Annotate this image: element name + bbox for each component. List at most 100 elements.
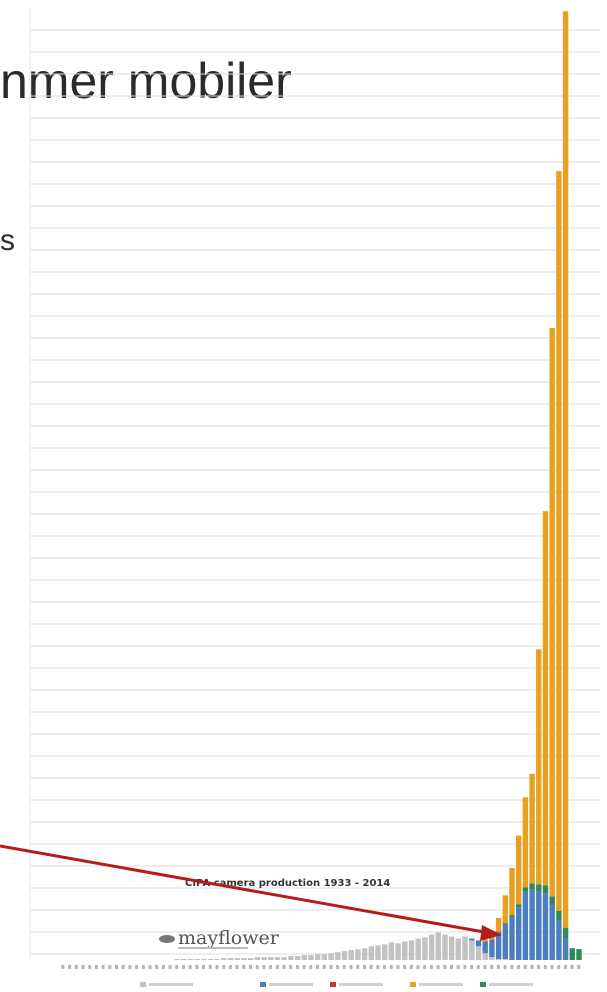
x-tick-mark: [389, 965, 393, 969]
bar-segment-film: [194, 959, 200, 960]
bar-segment-film: [241, 958, 247, 960]
x-tick-mark: [115, 965, 118, 969]
bar-segment-compact: [556, 920, 562, 960]
x-tick-mark: [450, 965, 453, 969]
bar-segment-film: [288, 956, 294, 960]
x-tick-mark: [517, 965, 520, 969]
chart-x-tick-labels: [61, 965, 581, 969]
bar-segment-film: [495, 959, 502, 960]
legend-swatch-film: [140, 982, 146, 987]
x-tick-mark: [208, 965, 212, 969]
legend-label-other: [339, 983, 383, 986]
bar-segment-film: [355, 949, 361, 960]
x-tick-mark: [476, 965, 480, 969]
bar-segment-smartphone: [529, 773, 535, 884]
x-tick-mark: [543, 965, 547, 969]
bar-segment-film: [207, 959, 214, 960]
x-tick-mark: [74, 965, 78, 969]
x-tick-mark: [302, 965, 306, 969]
bar-segment-film: [489, 957, 495, 960]
bar-segment-interchangeable: [556, 911, 562, 921]
legend-swatch-compact: [260, 982, 266, 987]
bar-segment-interchangeable: [529, 883, 535, 890]
bar-segment-film: [294, 956, 301, 960]
bar-segment-compact: [509, 916, 515, 960]
x-tick-mark: [175, 965, 179, 969]
bar-segment-film: [281, 957, 287, 960]
bar-segment-smartphone: [495, 917, 502, 932]
x-tick-mark: [88, 965, 92, 969]
x-tick-mark: [496, 965, 500, 969]
x-tick-mark: [195, 965, 199, 969]
x-tick-mark: [409, 965, 413, 969]
x-tick-mark: [490, 965, 494, 969]
annotation-arrow-head: [480, 925, 502, 941]
x-tick-mark: [249, 965, 252, 969]
x-tick-mark: [188, 965, 192, 969]
bar-segment-film: [234, 958, 240, 960]
bar-segment-film: [415, 938, 421, 960]
bar-segment-film: [214, 959, 220, 960]
bar-segment-film: [227, 958, 234, 960]
x-tick-mark: [168, 965, 172, 969]
bar-segment-compact: [542, 893, 549, 960]
bar-segment-film: [502, 959, 508, 960]
legend-swatch-smartphone: [410, 982, 416, 987]
bar-segment-compact: [482, 941, 488, 954]
bar-segment-smartphone: [562, 11, 569, 928]
x-tick-mark: [242, 965, 246, 969]
bar-segment-film: [187, 959, 194, 960]
x-tick-mark: [369, 965, 373, 969]
bar-segment-smartphone: [536, 649, 542, 885]
bar-segment-smartphone: [522, 797, 529, 888]
bar-segment-film: [375, 945, 381, 960]
x-tick-mark: [101, 965, 105, 969]
bar-segment-compact: [489, 939, 495, 958]
bar-segment-compact: [475, 940, 482, 947]
bar-segment-film: [261, 957, 267, 960]
x-tick-mark: [510, 965, 514, 969]
x-tick-mark: [255, 965, 259, 969]
bar-segment-film: [308, 955, 314, 960]
x-tick-mark: [577, 965, 581, 969]
bar-segment-film: [321, 954, 328, 960]
x-tick-mark: [416, 965, 420, 969]
x-tick-mark: [403, 965, 407, 969]
x-tick-mark: [289, 965, 293, 969]
bar-segment-film: [469, 940, 475, 960]
x-tick-mark: [135, 965, 139, 969]
x-tick-mark: [396, 965, 400, 969]
x-tick-mark: [436, 965, 440, 969]
x-tick-mark: [182, 965, 185, 969]
chart-legend-strip: [140, 982, 533, 987]
bar-segment-smartphone: [542, 511, 549, 886]
mayflower-logo-tagline: [178, 947, 248, 949]
bar-segment-interchangeable: [562, 927, 569, 939]
annotation-arrow: [0, 844, 502, 941]
x-tick-mark: [141, 965, 145, 969]
x-tick-mark: [329, 965, 333, 969]
bar-segment-film: [395, 943, 401, 960]
chart-bars: [174, 11, 582, 960]
x-tick-mark: [336, 965, 340, 969]
legend-swatch-other: [330, 982, 336, 987]
bar-segment-film: [341, 951, 348, 960]
x-tick-mark: [537, 965, 541, 969]
x-tick-mark: [570, 965, 574, 969]
bar-segment-compact: [516, 907, 522, 960]
bar-segment-smartphone: [509, 867, 515, 915]
x-tick-mark: [282, 965, 286, 969]
x-tick-mark: [550, 965, 554, 969]
bar-segment-smartphone: [516, 835, 522, 905]
bar-segment-interchangeable: [502, 922, 508, 924]
bar-segment-smartphone: [556, 171, 562, 912]
bar-segment-film: [435, 932, 441, 960]
bar-segment-film: [174, 959, 180, 960]
bar-segment-interchangeable: [549, 896, 555, 906]
bar-segment-film: [315, 954, 321, 960]
legend-label-film: [149, 983, 193, 986]
x-tick-mark: [316, 965, 319, 969]
bar-segment-film: [181, 959, 187, 960]
x-tick-mark: [376, 965, 380, 969]
x-tick-mark: [443, 965, 447, 969]
